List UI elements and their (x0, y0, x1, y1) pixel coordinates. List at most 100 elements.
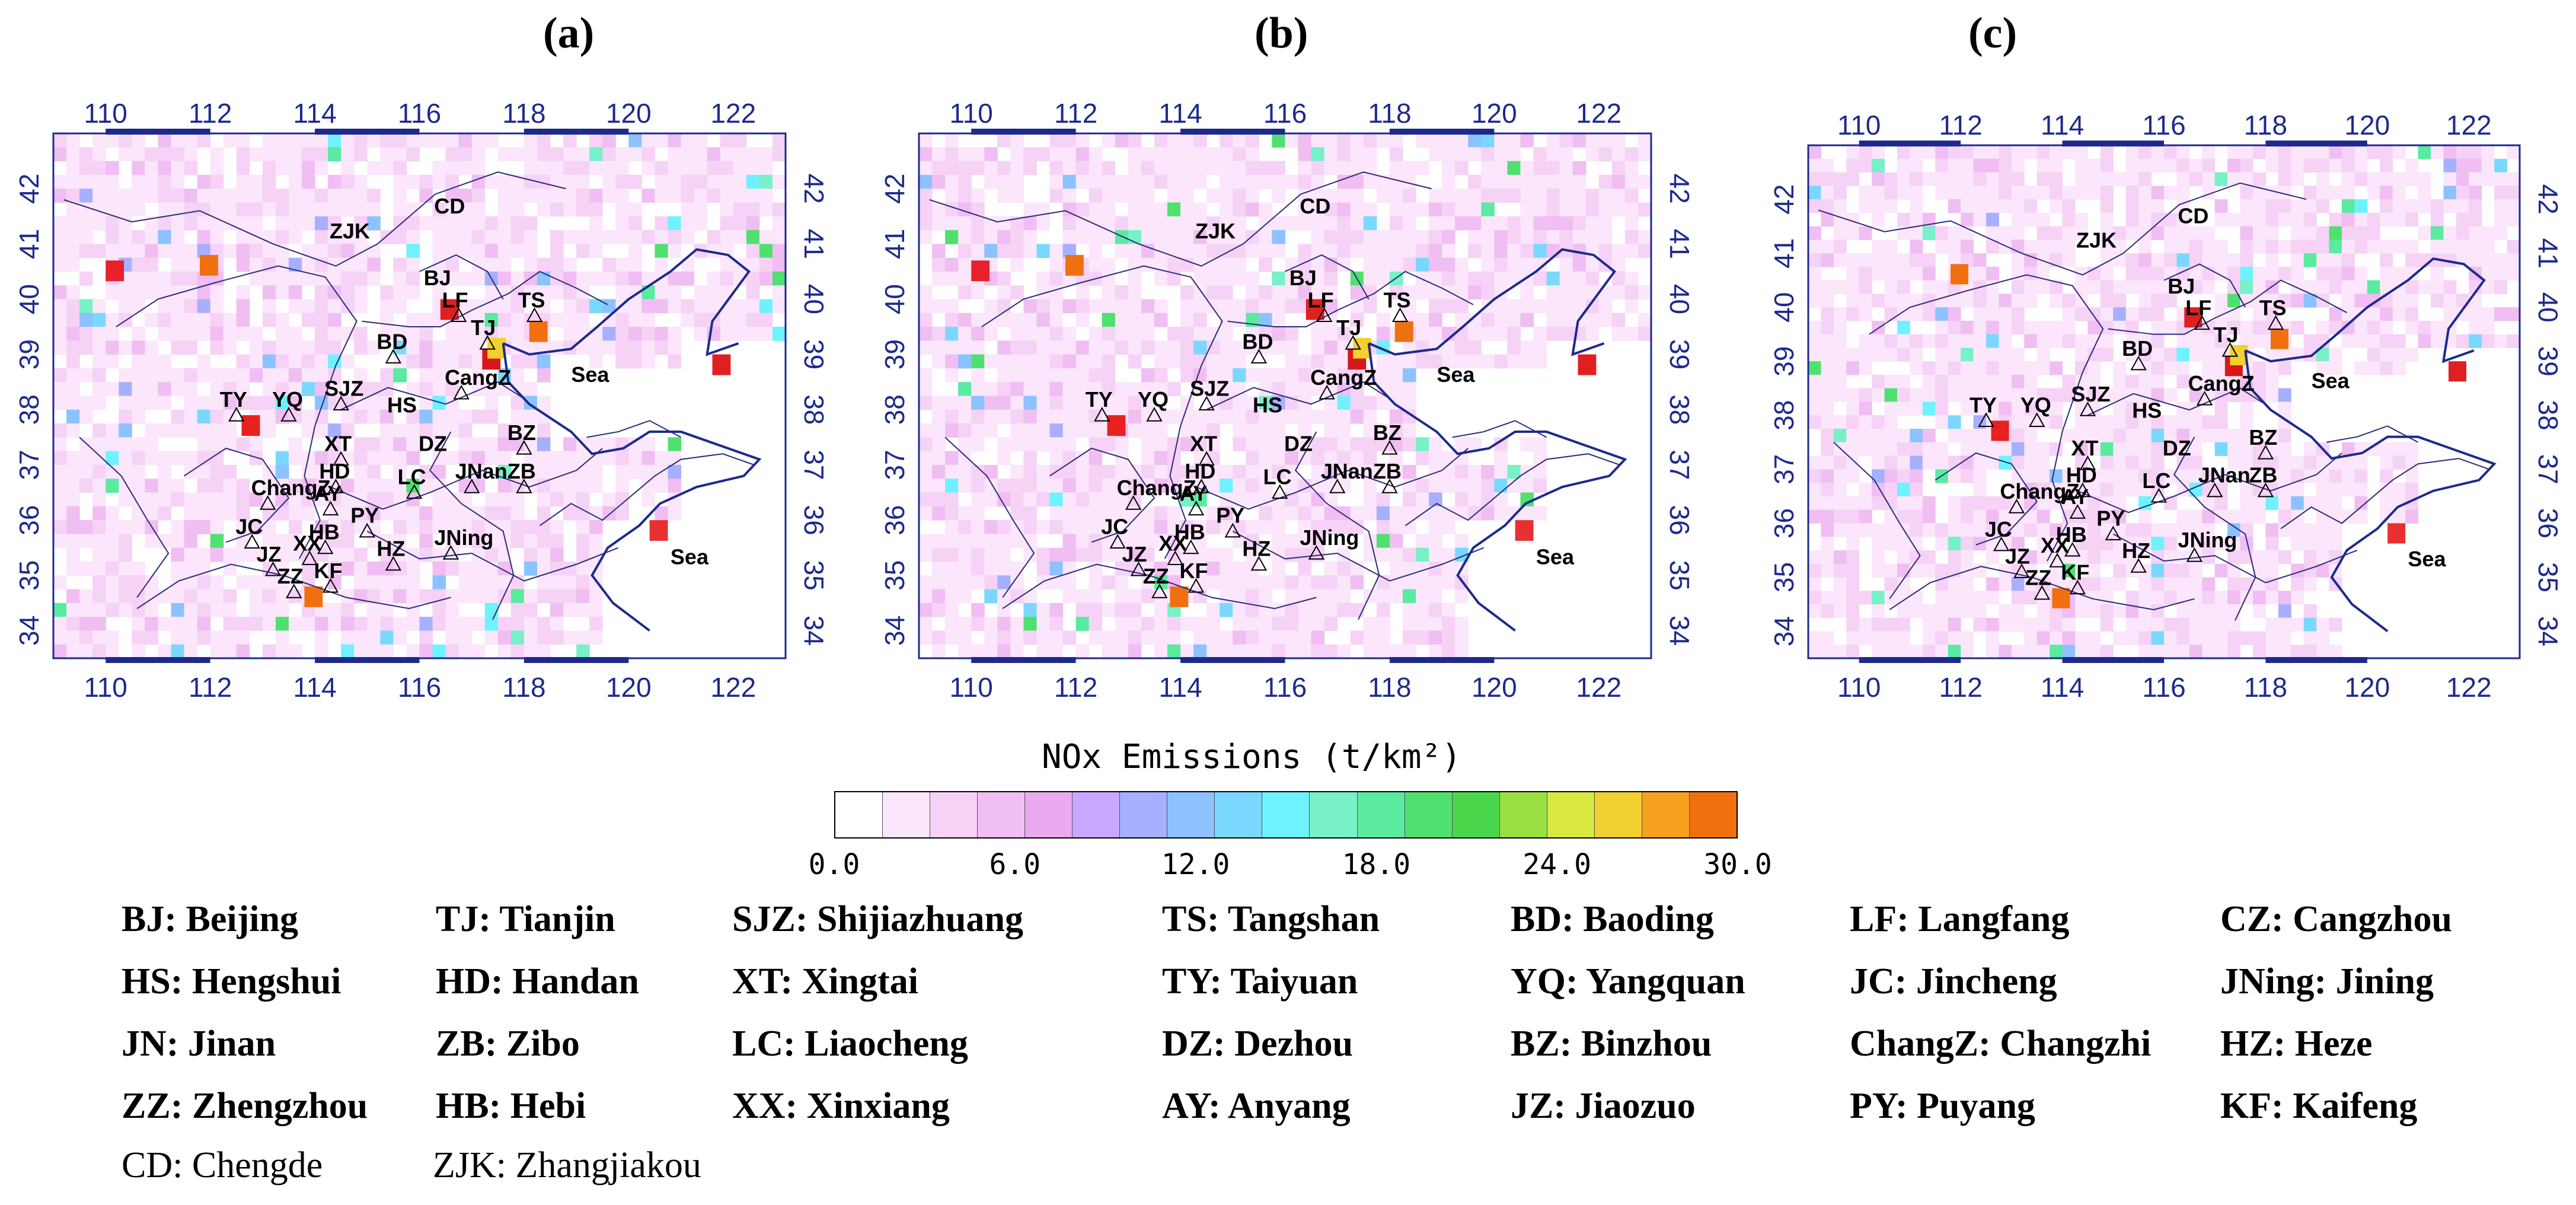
city-label-hs: HS (1253, 393, 1282, 417)
lon-tick-bottom: 118 (502, 672, 545, 703)
colorbar-tick-label: 6.0 (989, 848, 1041, 881)
city-marker (385, 556, 402, 571)
city-label-bj: BJ (1289, 266, 1317, 290)
lat-tick-right: 37 (2533, 454, 2564, 484)
abbreviation-entry: TS: Tangshan (1162, 899, 1380, 939)
lon-tick-top: 110 (84, 98, 127, 129)
city-label-sjz: SJZ (1190, 376, 1229, 400)
colorbar (834, 791, 1738, 839)
lat-tick-right: 40 (2533, 292, 2564, 323)
colorbar-segment (1072, 792, 1121, 837)
lat-tick-left: 35 (1769, 562, 1799, 592)
city-label-hz: HZ (376, 537, 405, 561)
colorbar-segment (1357, 792, 1405, 837)
city-marker (1271, 484, 1288, 499)
coastline-south (2244, 350, 2497, 633)
sea-label: Sea (2312, 369, 2350, 393)
lat-tick-right: 41 (799, 229, 829, 259)
abbreviation-entry: SJZ: Shijiazhuang (732, 899, 1024, 939)
city-label-xx: XX (2041, 533, 2069, 557)
city-label-ts: TS (518, 288, 545, 312)
city-marker (2008, 498, 2025, 514)
abbreviation-entry: CD: Chengde (122, 1145, 323, 1185)
city-marker (2105, 525, 2121, 541)
city-label-zz: ZZ (2025, 566, 2051, 590)
city-marker (1198, 451, 1215, 466)
lat-tick-right: 38 (799, 394, 829, 425)
city-label-ty: TY (220, 387, 247, 412)
lat-tick-left: 37 (14, 450, 44, 480)
colorbar-title: NOx Emissions (t/km²) (1042, 738, 1462, 776)
city-label-hs: HS (2132, 398, 2162, 422)
lat-tick-left: 39 (879, 339, 910, 369)
city-label-ts: TS (1384, 288, 1411, 312)
lon-tick-bottom: 120 (1471, 672, 1517, 703)
colorbar-segment (1689, 792, 1737, 837)
lat-tick-right: 41 (2533, 238, 2564, 269)
city-marker (1978, 412, 1994, 427)
city-label-changz: ChangZ (251, 476, 331, 500)
abbreviation-entry: BD: Baoding (1511, 899, 1714, 939)
sea-label: Sea (571, 362, 609, 387)
city-label-bd: BD (1242, 329, 1273, 353)
city-label-py: PY (2096, 506, 2125, 531)
lat-tick-left: 42 (1769, 184, 1799, 214)
lon-tick-top: 116 (2142, 110, 2185, 141)
city-label-ay: AY (2061, 484, 2089, 509)
city-marker (2194, 315, 2210, 330)
city-marker (1391, 307, 1409, 323)
lat-tick-right: 38 (2533, 400, 2564, 431)
lat-tick-left: 42 (14, 174, 44, 204)
city-marker (1167, 550, 1183, 565)
city-label-hd: HD (2066, 463, 2097, 487)
lat-tick-right: 40 (1664, 284, 1695, 314)
city-label-changz: ChangZ (2000, 479, 2079, 503)
admin-boundaries (63, 171, 755, 620)
lat-tick-left: 40 (879, 284, 910, 314)
abbreviation-entry: HB: Hebi (436, 1086, 586, 1126)
city-marker (2074, 482, 2091, 498)
map-panel-a: 110 110 112 112 114 114 116 116 118 118 120 120 122 1… (14, 98, 829, 703)
lon-tick-top: 114 (1158, 98, 1202, 129)
city-marker (1319, 384, 1335, 400)
emission-grid (53, 133, 786, 659)
city-label-zz: ZZ (277, 564, 304, 588)
lon-tick-top: 122 (1576, 98, 1621, 129)
abbreviation-entry: ZJK: Zhangjiakou (433, 1145, 701, 1185)
city-marker (327, 479, 344, 493)
colorbar-tick-label: 0.0 (808, 848, 860, 881)
city-marker (301, 550, 318, 565)
lon-tick-bottom: 116 (398, 672, 441, 703)
city-marker (2150, 487, 2168, 503)
lat-tick-right: 37 (799, 450, 829, 480)
city-marker (1146, 407, 1163, 422)
lat-tick-right: 34 (1664, 616, 1695, 646)
lat-tick-left: 34 (14, 616, 44, 646)
colorbar-tick-label: 30.0 (1703, 848, 1772, 881)
city-label-bd: BD (376, 329, 407, 353)
lat-tick-right: 36 (799, 505, 829, 535)
lon-tick-bottom: 116 (2142, 672, 2185, 703)
colorbar-segment (835, 792, 883, 837)
lat-tick-right: 34 (799, 616, 829, 646)
city-label-jnan: JNan (2198, 463, 2251, 487)
city-label-cd: CD (2178, 204, 2208, 228)
city-marker (1381, 479, 1398, 493)
panel-label-c: (c) (1968, 9, 2018, 58)
city-marker (479, 334, 496, 350)
lon-tick-bottom: 112 (189, 672, 232, 703)
colorbar-segment (1025, 792, 1073, 837)
lat-tick-right: 37 (1664, 450, 1695, 480)
city-marker (1109, 534, 1126, 549)
city-label-ty: TY (1969, 393, 1997, 417)
city-marker (1094, 407, 1110, 422)
city-label-bz: BZ (1373, 420, 1402, 445)
lon-tick-bottom: 110 (84, 672, 127, 703)
panel-label-b: (b) (1255, 9, 1308, 58)
city-marker (2130, 558, 2147, 573)
abbreviation-entry: ZB: Zibo (436, 1024, 580, 1064)
city-marker (1329, 479, 1346, 493)
city-marker (1993, 536, 2010, 552)
city-label-yq: YQ (272, 387, 303, 412)
lon-tick-top: 118 (2244, 110, 2287, 141)
